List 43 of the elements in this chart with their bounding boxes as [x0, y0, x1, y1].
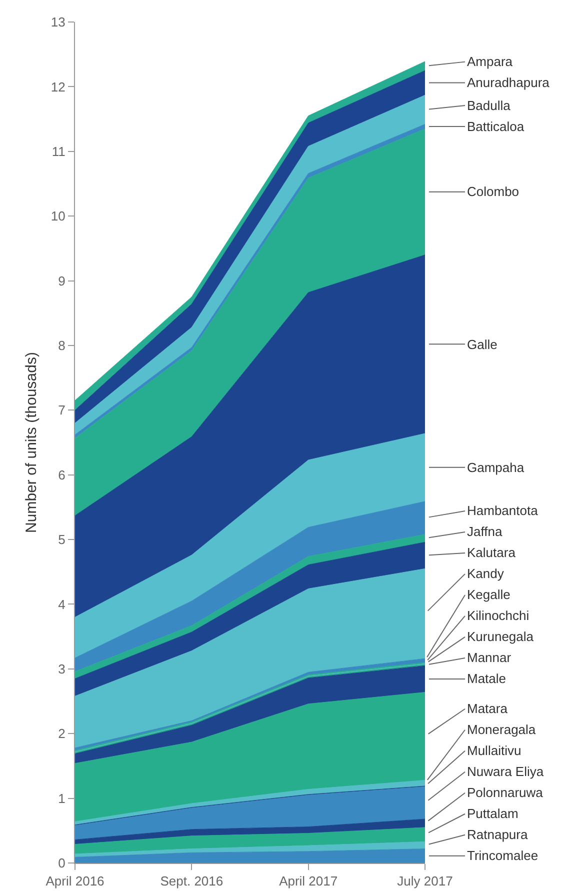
x-tick-label: Sept. 2016 [160, 874, 224, 889]
y-tick-label: 5 [58, 532, 66, 548]
y-tick-label: 7 [58, 402, 66, 418]
text: Kandy [467, 566, 504, 581]
text: Polonnaruwa [467, 785, 544, 800]
text: Kegalle [467, 587, 510, 602]
text: Jaffna [467, 524, 503, 539]
text: Matale [467, 671, 506, 686]
y-tick-label: 11 [52, 144, 66, 159]
text: Hambantota [467, 503, 539, 518]
y-tick-label: 13 [50, 14, 66, 30]
text: Kilinochchi [467, 608, 530, 623]
text: Mullaitivu [467, 743, 522, 758]
text: Galle [467, 337, 498, 352]
y-tick-label: 0 [58, 856, 66, 871]
y-tick-label: 4 [58, 596, 66, 612]
text: Colombo [467, 184, 520, 199]
y-axis-title: Number of units (thousads) [23, 352, 40, 533]
y-tick-label: 10 [50, 208, 66, 224]
x-tick-label: April 2017 [279, 874, 338, 889]
text: Gampaha [467, 460, 525, 475]
y-tick-label: 12 [50, 79, 66, 94]
text: Matara [467, 701, 508, 716]
x-tick-label: April 2016 [46, 874, 104, 889]
text: Badulla [467, 98, 512, 113]
y-tick-label: 3 [58, 661, 66, 676]
text: Nuwara Eliya [467, 764, 544, 779]
text: Kurunegala [467, 629, 534, 644]
y-tick-label: 8 [58, 338, 66, 354]
text: Anuradhapura [467, 75, 550, 90]
text: Kalutara [467, 545, 516, 560]
text: Moneragala [467, 722, 536, 737]
text: Batticaloa [467, 119, 525, 134]
text: Mannar [467, 650, 512, 665]
text: Puttalam [467, 806, 518, 821]
y-tick-label: 1 [58, 790, 66, 806]
y-tick-label: 2 [58, 726, 66, 742]
text: Trincomalee [467, 848, 538, 863]
y-tick-label: 6 [58, 467, 66, 482]
text: Ratnapura [467, 827, 528, 842]
y-tick-label: 9 [58, 273, 66, 288]
x-tick-label: July 2017 [397, 874, 453, 889]
text: Ampara [467, 54, 514, 69]
